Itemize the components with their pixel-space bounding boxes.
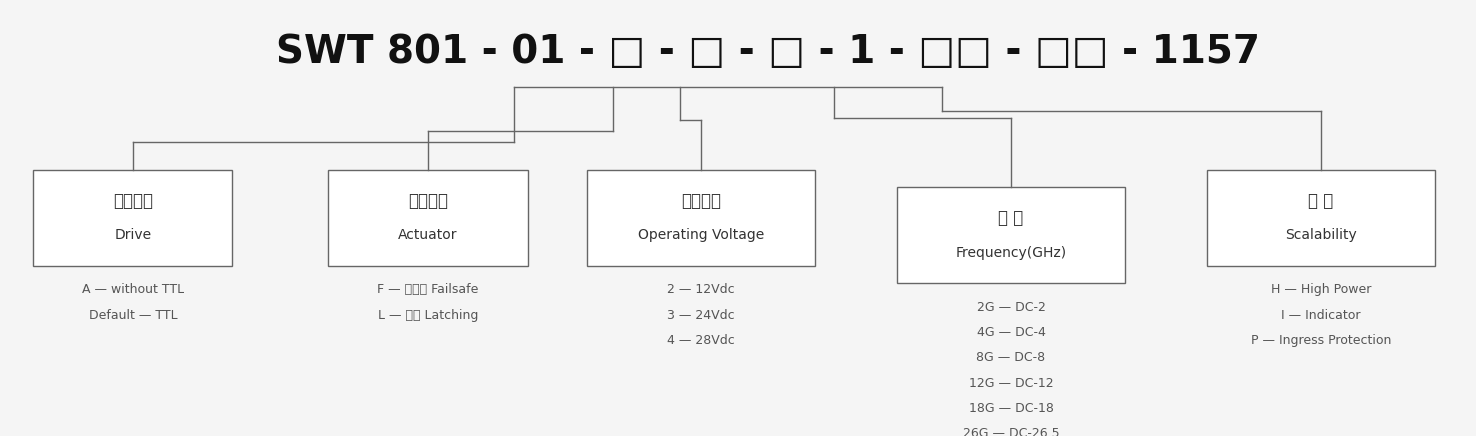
Text: SWT 801 - 01 - □ - □ - □ - 1 - □□ - □□ - 1157: SWT 801 - 01 - □ - □ - □ - 1 - □□ - □□ -… bbox=[276, 33, 1259, 72]
FancyBboxPatch shape bbox=[897, 187, 1126, 283]
Text: 4G — DC-4: 4G — DC-4 bbox=[977, 326, 1045, 339]
Text: 26G — DC-26.5: 26G — DC-26.5 bbox=[962, 427, 1060, 436]
Text: Drive: Drive bbox=[114, 228, 152, 242]
Text: F — 不保持 Failsafe: F — 不保持 Failsafe bbox=[378, 283, 478, 296]
Text: 工作方式: 工作方式 bbox=[407, 192, 449, 210]
Text: A — without TTL: A — without TTL bbox=[81, 283, 184, 296]
Text: 2G — DC-2: 2G — DC-2 bbox=[977, 301, 1045, 314]
Text: 工作电压: 工作电压 bbox=[680, 192, 722, 210]
Text: 8G — DC-8: 8G — DC-8 bbox=[977, 351, 1045, 364]
Text: P — Ingress Protection: P — Ingress Protection bbox=[1250, 334, 1392, 347]
Text: Frequency(GHz): Frequency(GHz) bbox=[955, 246, 1067, 260]
Text: 驱动方式: 驱动方式 bbox=[112, 192, 154, 210]
FancyBboxPatch shape bbox=[586, 170, 815, 266]
Text: Actuator: Actuator bbox=[399, 228, 458, 242]
Text: 4 — 28Vdc: 4 — 28Vdc bbox=[667, 334, 735, 347]
Text: 2 — 12Vdc: 2 — 12Vdc bbox=[667, 283, 735, 296]
Text: H — High Power: H — High Power bbox=[1271, 283, 1371, 296]
Text: 频 率: 频 率 bbox=[998, 209, 1024, 227]
Text: 3 — 24Vdc: 3 — 24Vdc bbox=[667, 309, 735, 322]
Text: Scalability: Scalability bbox=[1286, 228, 1356, 242]
Text: 扩 展: 扩 展 bbox=[1308, 192, 1334, 210]
FancyBboxPatch shape bbox=[32, 170, 233, 266]
Text: 18G — DC-18: 18G — DC-18 bbox=[968, 402, 1054, 415]
Text: I — Indicator: I — Indicator bbox=[1281, 309, 1361, 322]
Text: Operating Voltage: Operating Voltage bbox=[638, 228, 765, 242]
Text: L — 保持 Latching: L — 保持 Latching bbox=[378, 309, 478, 322]
FancyBboxPatch shape bbox=[1207, 170, 1435, 266]
FancyBboxPatch shape bbox=[328, 170, 528, 266]
Text: Default — TTL: Default — TTL bbox=[89, 309, 177, 322]
Text: 12G — DC-12: 12G — DC-12 bbox=[968, 377, 1054, 390]
